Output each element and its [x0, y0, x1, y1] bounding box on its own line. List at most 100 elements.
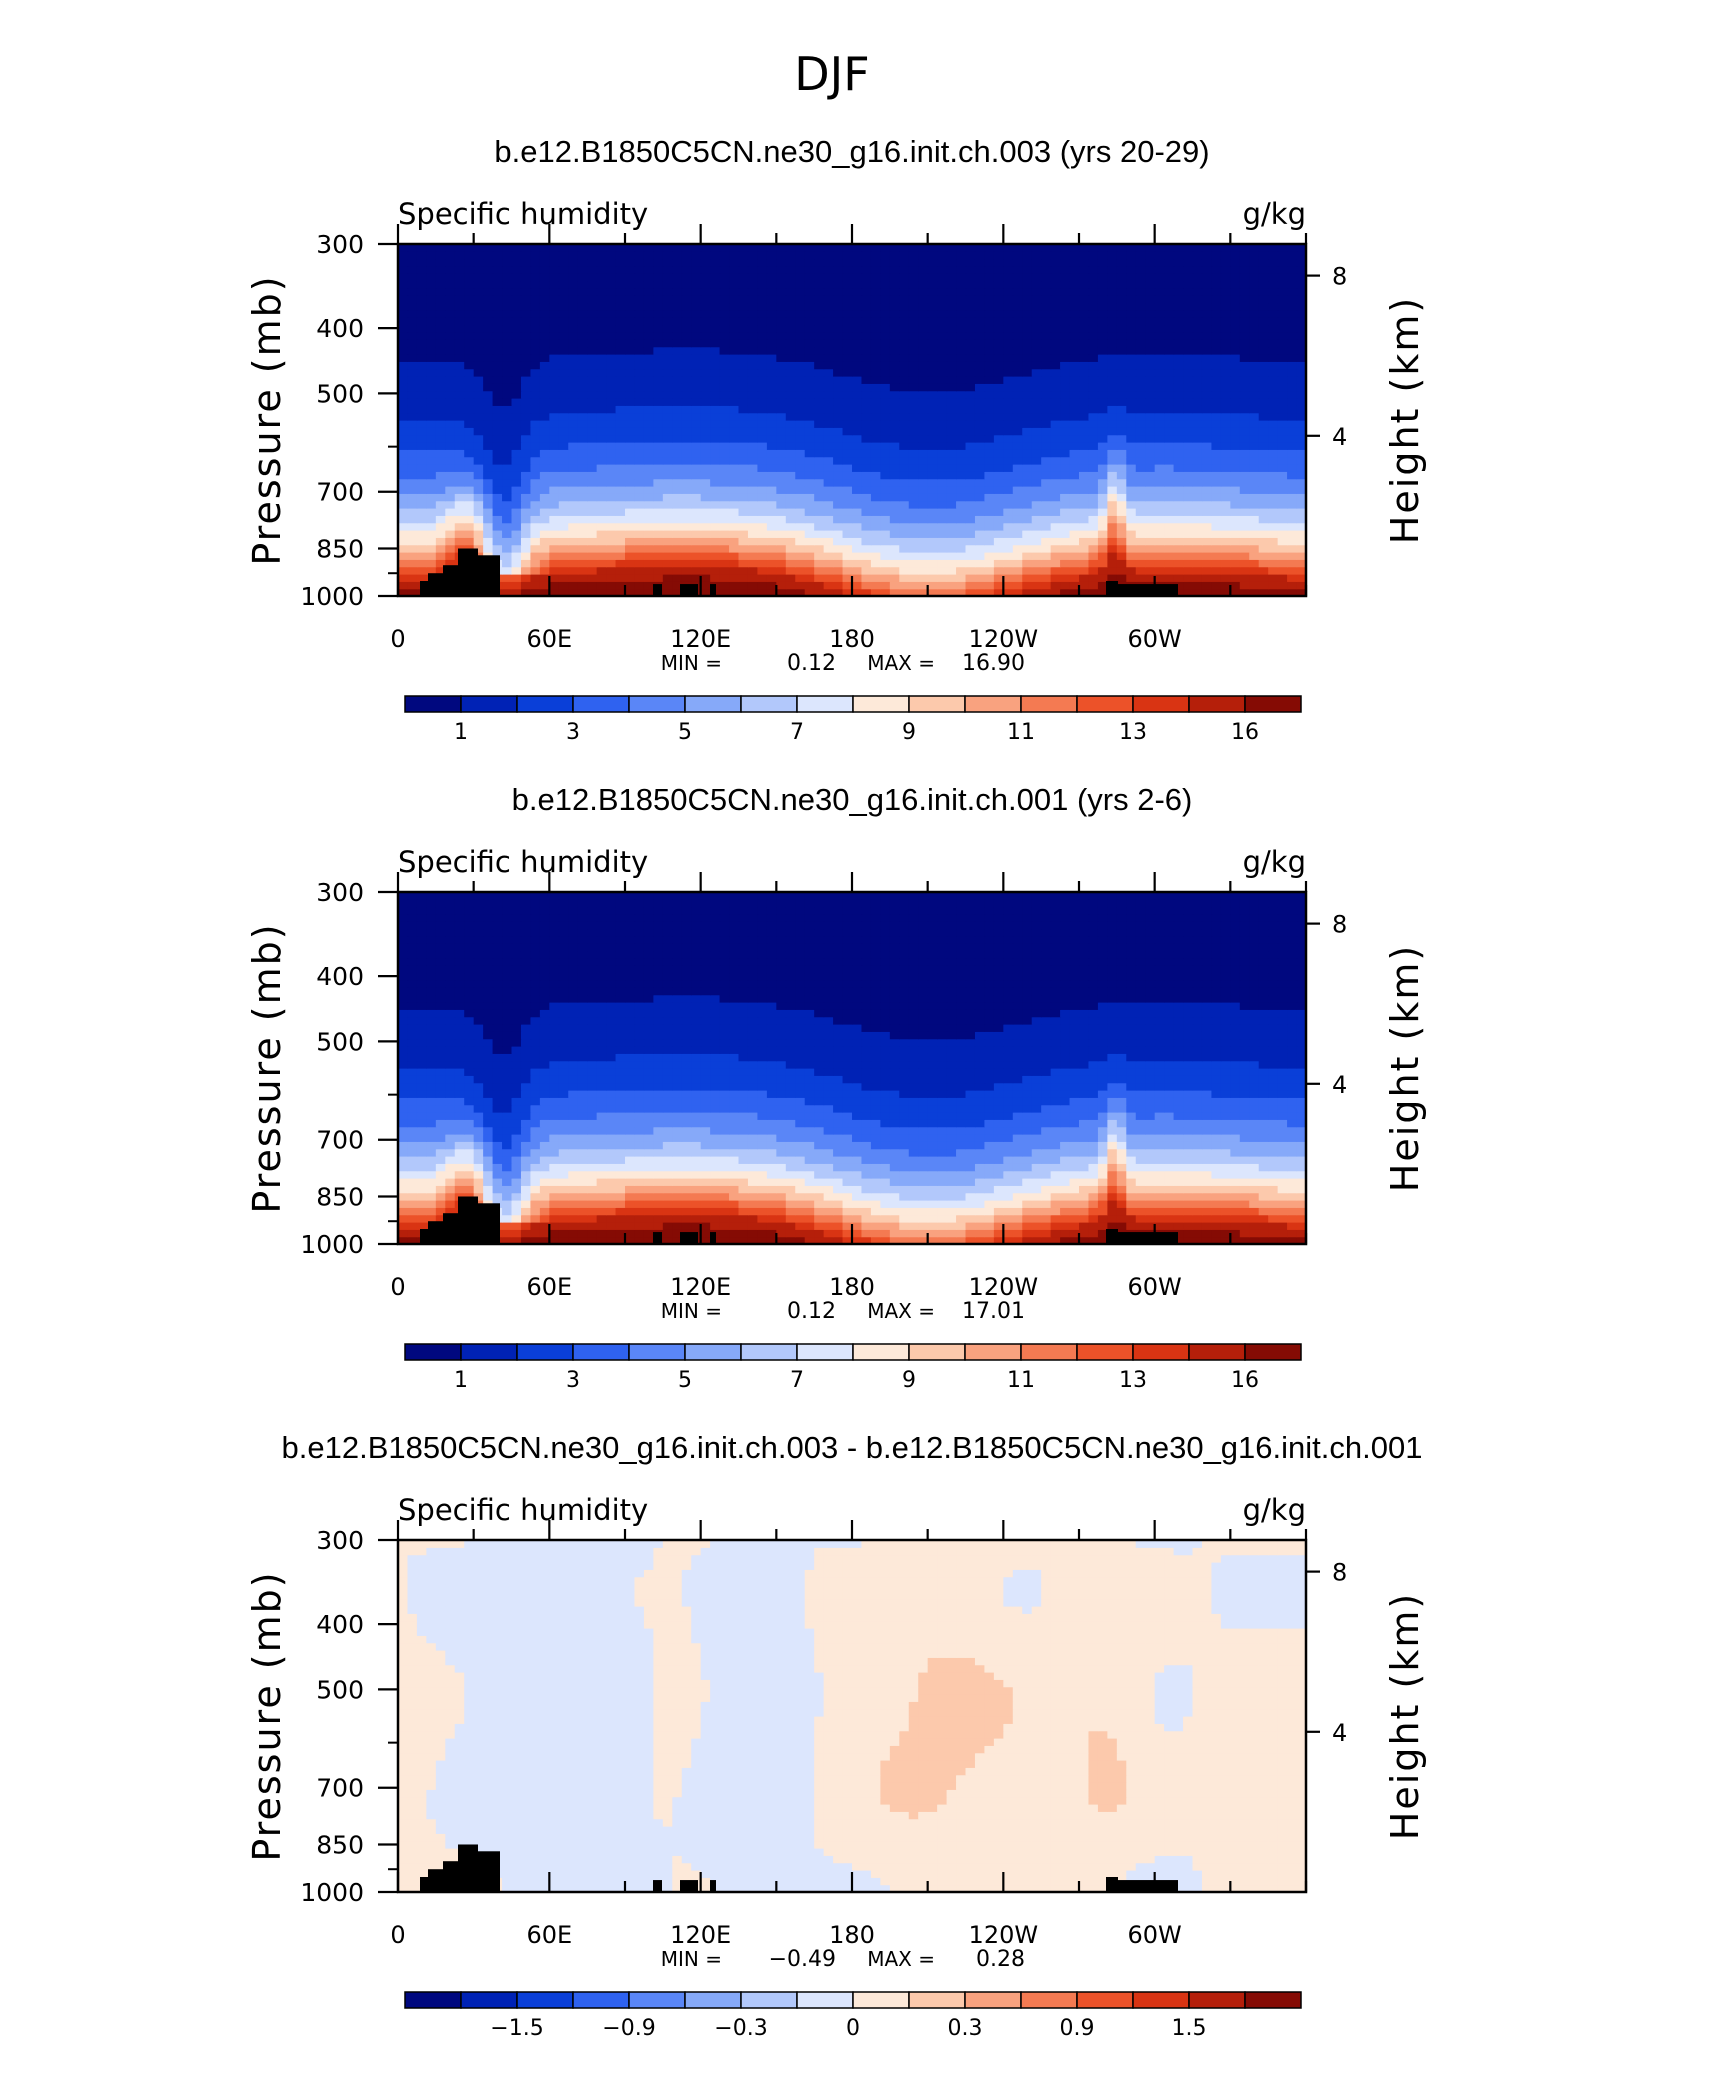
field-cell: [1268, 544, 1279, 553]
field-cell: [625, 456, 636, 465]
field-cell: [1201, 581, 1213, 590]
field-cell: [729, 302, 740, 311]
field-cell: [539, 544, 550, 553]
field-cell: [814, 559, 825, 568]
field-cell: [520, 317, 532, 326]
field-cell: [766, 251, 777, 260]
field-cell: [1192, 581, 1203, 590]
field-cell: [587, 383, 598, 392]
field-cell: [984, 434, 995, 443]
field-cell: [795, 574, 806, 582]
field-cell: [681, 390, 692, 399]
field-cell: [416, 537, 427, 546]
field-cell: [483, 258, 494, 267]
field-cell: [416, 310, 427, 318]
field-cell: [520, 1229, 532, 1238]
field-cell: [1126, 317, 1137, 326]
field-cell: [1079, 390, 1090, 399]
field-cell: [1220, 310, 1231, 318]
field-cell: [1173, 427, 1184, 436]
field-cell: [1239, 302, 1250, 311]
field-cell: [558, 310, 569, 318]
field-cell: [653, 368, 664, 377]
field-cell: [1126, 354, 1137, 362]
field-cell: [691, 471, 702, 480]
field-cell: [1003, 346, 1014, 355]
field-cell: [738, 508, 749, 516]
field-cell: [823, 346, 834, 355]
field-cell: [974, 581, 986, 590]
field-cell: [852, 515, 863, 524]
field-cell: [700, 544, 711, 553]
field-cell: [1041, 383, 1052, 392]
field-cell: [1041, 405, 1052, 414]
field-cell: [502, 559, 513, 568]
field-cell: [927, 251, 938, 260]
field-cell: [823, 251, 834, 260]
field-cell: [691, 537, 702, 546]
field-cell: [804, 317, 815, 326]
field-cell: [416, 478, 427, 487]
field-cell: [842, 266, 853, 274]
field-cell: [464, 302, 475, 311]
field-cell: [681, 515, 692, 524]
field-cell: [974, 317, 986, 326]
field-cell: [596, 456, 607, 465]
field-cell: [880, 251, 891, 260]
field-cell: [833, 456, 844, 465]
field-cell: [549, 310, 560, 318]
field-cell: [776, 324, 787, 333]
field-cell: [681, 412, 692, 421]
field-cell: [984, 280, 995, 289]
field-cell: [1258, 346, 1269, 355]
field-cell: [1173, 390, 1184, 399]
field-cell: [1220, 537, 1231, 546]
field-cell: [464, 346, 475, 355]
field-cell: [899, 427, 910, 436]
field-cell: [596, 1229, 607, 1238]
field-cell: [577, 339, 588, 348]
field-cell: [889, 398, 900, 406]
field-cell: [842, 383, 853, 392]
field-cell: [1003, 405, 1014, 414]
field-cell: [568, 434, 579, 443]
field-cell: [691, 552, 702, 560]
field-cell: [1003, 383, 1014, 392]
field-cell: [681, 354, 692, 362]
field-cell: [1183, 493, 1194, 502]
field-cell: [719, 544, 730, 553]
field-cell: [1107, 251, 1118, 260]
field-cell: [454, 332, 465, 340]
field-cell: [823, 1229, 834, 1238]
field-cell: [549, 383, 560, 392]
field-cell: [729, 324, 740, 333]
field-cell: [1154, 456, 1165, 465]
field-cell: [1268, 288, 1279, 296]
field-cell: [426, 486, 437, 494]
field-cell: [747, 559, 759, 568]
field-cell: [937, 500, 948, 509]
field-cell: [662, 324, 673, 333]
field-cell: [1012, 478, 1023, 487]
field-cell: [520, 508, 532, 516]
field-cell: [634, 456, 645, 465]
field-cell: [1258, 405, 1269, 414]
field-cell: [965, 442, 976, 450]
field-cell: [965, 288, 976, 296]
field-cell: [662, 434, 673, 443]
field-cell: [1220, 273, 1231, 282]
field-cell: [568, 332, 579, 340]
field-cell: [1097, 552, 1108, 560]
field-cell: [993, 251, 1004, 260]
field-cell: [1116, 295, 1127, 304]
field-cell: [1211, 442, 1222, 450]
field-cell: [454, 339, 465, 348]
field-cell: [502, 346, 513, 355]
field-cell: [852, 339, 863, 348]
field-cell: [1088, 508, 1099, 516]
field-cell: [889, 280, 900, 289]
field-cell: [710, 420, 721, 428]
field-cell: [587, 1229, 598, 1238]
field-cell: [823, 420, 834, 428]
field-cell: [804, 251, 815, 260]
